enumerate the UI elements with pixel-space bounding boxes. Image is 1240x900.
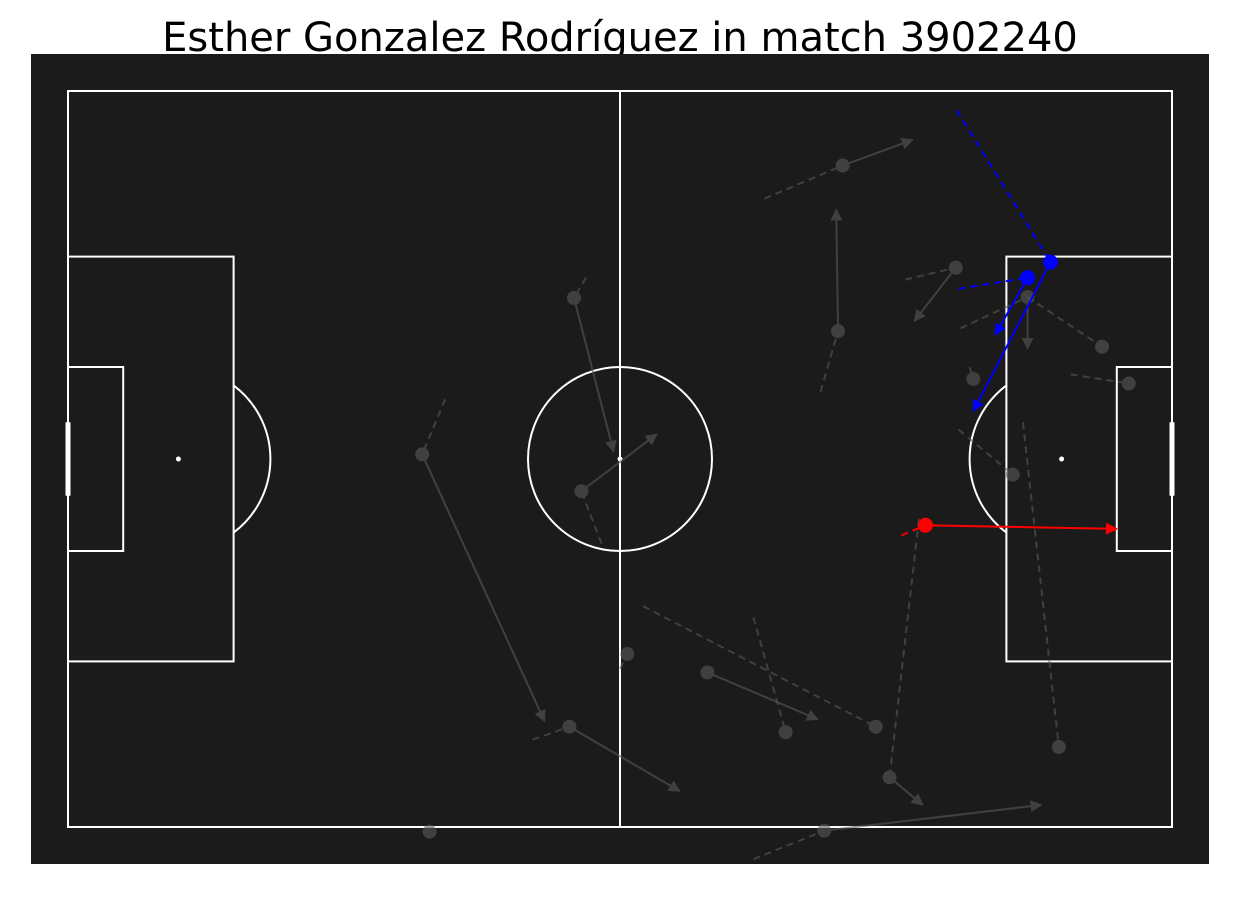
right-penalty-spot [1059, 456, 1065, 462]
context-event-pass-arrow [421, 453, 546, 723]
highlight-event-blue-point [1020, 270, 1036, 286]
pitch-markings [65, 90, 1175, 828]
highlight-event-blue-carry-line [955, 109, 1052, 263]
context-event-carry-line [753, 829, 825, 861]
context-event-10 [415, 398, 546, 723]
context-event-point [567, 291, 581, 305]
highlight-event-blue-1 [958, 270, 1036, 336]
context-event-7 [957, 428, 1020, 482]
context-event-point [948, 260, 963, 275]
context-event-point [1051, 739, 1066, 754]
highlight-event-blue-pass-arrow [972, 261, 1052, 413]
context-event-point [574, 484, 589, 499]
context-event-17 [532, 719, 681, 792]
context-event-carry-line [580, 490, 603, 545]
context-event-13 [700, 665, 819, 721]
context-event-point [835, 158, 850, 173]
context-event-carry-line [642, 605, 877, 728]
context-events [415, 137, 1136, 861]
right-penalty-arc [968, 384, 1008, 534]
context-event-18 [422, 824, 437, 839]
context-event-pass-arrow [842, 137, 914, 167]
context-event-point [831, 324, 846, 339]
context-event-carry-line [888, 518, 920, 778]
context-event-carry-line [764, 164, 844, 200]
context-event-pass-arrow [824, 800, 1043, 832]
context-event-16 [882, 518, 924, 806]
context-event-1 [819, 208, 846, 393]
context-event-point [868, 719, 883, 734]
context-event-14 [752, 616, 793, 740]
context-event-point [620, 647, 635, 662]
highlight-event-red-2 [901, 517, 1118, 537]
context-event-point [817, 823, 832, 838]
context-event-point [1121, 376, 1136, 391]
context-event-carry-line [421, 398, 447, 455]
left-penalty-arc [232, 384, 272, 534]
highlight-event-red-point [917, 517, 933, 533]
highlight-event-blue-pass-arrow [994, 277, 1029, 336]
context-event-2 [904, 260, 963, 322]
highlight-event-blue-point [1043, 254, 1059, 270]
context-event-8 [1021, 422, 1066, 754]
context-event-11 [574, 433, 658, 545]
context-event-12 [619, 647, 635, 670]
context-event-pass-arrow [888, 776, 924, 806]
context-event-point [1095, 339, 1110, 354]
highlight-event-blue-0 [955, 109, 1059, 413]
context-event-pass-arrow [830, 208, 843, 332]
context-event-4 [1027, 296, 1110, 354]
context-event-point [415, 447, 430, 462]
context-event-point [562, 719, 577, 734]
context-event-carry-line [959, 296, 1028, 330]
center-circle [527, 366, 713, 552]
context-event-carry-line [819, 330, 840, 393]
context-event-point [778, 725, 793, 740]
context-event-0 [764, 137, 914, 200]
context-event-pass-arrow [707, 671, 819, 721]
context-event-19 [753, 800, 1043, 861]
context-event-pass-arrow [913, 267, 957, 322]
context-event-pass-arrow [568, 725, 681, 792]
context-event-carry-line [1027, 296, 1103, 348]
context-event-point [700, 665, 715, 680]
context-event-point [882, 770, 897, 785]
highlight-event-red-carry-line [901, 524, 926, 537]
context-event-pass-arrow [580, 433, 658, 492]
chart-title: Esther Gonzalez Rodríguez in match 39022… [162, 15, 1078, 61]
context-event-9 [567, 277, 617, 453]
context-event-point [422, 824, 437, 839]
highlight-event-red-pass-arrow [925, 522, 1118, 535]
left-penalty-spot [175, 456, 181, 462]
context-event-point [966, 371, 981, 386]
context-event-carry-line [532, 725, 570, 741]
context-event-point [1005, 467, 1020, 482]
context-event-15 [642, 605, 883, 734]
context-event-carry-line [1070, 373, 1129, 385]
context-event-6 [966, 366, 981, 386]
context-event-5 [1070, 373, 1136, 391]
context-event-carry-line [1021, 422, 1060, 748]
highlight-events [901, 109, 1118, 537]
context-event-carry-line [573, 277, 587, 299]
context-event-carry-line [752, 616, 787, 733]
context-event-pass-arrow [573, 297, 617, 453]
context-event-carry-line [904, 266, 957, 281]
